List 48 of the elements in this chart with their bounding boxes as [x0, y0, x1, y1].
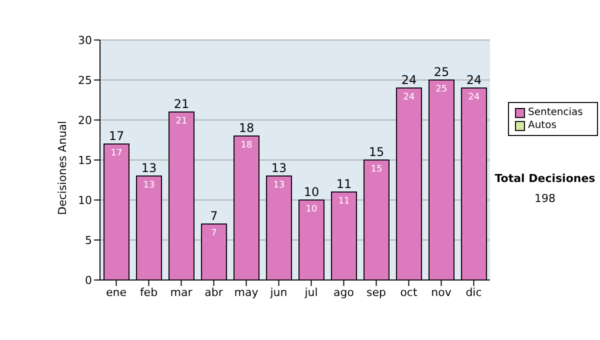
y-tick-label: 25 — [78, 74, 92, 87]
x-tick-label: ago — [334, 286, 354, 299]
data-label: 24 — [403, 92, 415, 102]
total-label: 11 — [336, 177, 352, 191]
x-tick-label: oct — [400, 286, 418, 299]
data-label: 17 — [110, 148, 122, 158]
text: 198 — [534, 192, 556, 205]
x-tick-label: sep — [366, 286, 386, 299]
total-label: 24 — [466, 73, 482, 87]
data-label: 7 — [211, 228, 217, 238]
y-axis-title: Decisiones Anual — [56, 120, 69, 215]
data-label: 11 — [338, 196, 350, 206]
x-tick-label: jun — [269, 286, 288, 299]
data-label: 25 — [436, 84, 448, 94]
total-label: 25 — [434, 65, 450, 79]
total-label: 24 — [401, 73, 417, 87]
x-tick-label: nov — [431, 286, 452, 299]
x-tick-label: dic — [466, 286, 482, 299]
data-label: 21 — [176, 116, 188, 126]
y-tick-label: 20 — [78, 114, 92, 127]
y-tick-label: 30 — [78, 34, 92, 47]
x-tick-label: abr — [204, 286, 224, 299]
x-tick-label: feb — [140, 286, 158, 299]
x-tick-label: jul — [304, 286, 318, 299]
data-label: 13 — [273, 180, 285, 190]
total-label: 13 — [141, 161, 157, 175]
data-label: 10 — [306, 204, 318, 214]
legend-label: Autos — [528, 119, 556, 132]
total-label: 17 — [108, 129, 124, 143]
data-label: 13 — [143, 180, 155, 190]
x-tick-label: may — [234, 286, 259, 299]
total-label: 21 — [174, 97, 190, 111]
data-label: 24 — [468, 92, 480, 102]
y-tick-label: 15 — [78, 154, 92, 167]
x-tick-label: mar — [170, 286, 193, 299]
data-label: 15 — [370, 164, 382, 174]
total-label: 13 — [271, 161, 287, 175]
total-label: 10 — [304, 185, 320, 199]
total-label: 15 — [368, 145, 384, 159]
y-tick-label: 0 — [85, 274, 92, 287]
legend-label: Sentencias — [528, 106, 583, 119]
data-label: 18 — [240, 140, 252, 150]
text: Total Decisiones — [494, 172, 596, 185]
total-label: 7 — [210, 209, 218, 223]
total-label: 18 — [238, 121, 254, 135]
x-tick-label: ene — [106, 286, 127, 299]
y-tick-label: 10 — [78, 194, 92, 207]
y-tick-label: 5 — [85, 234, 92, 247]
